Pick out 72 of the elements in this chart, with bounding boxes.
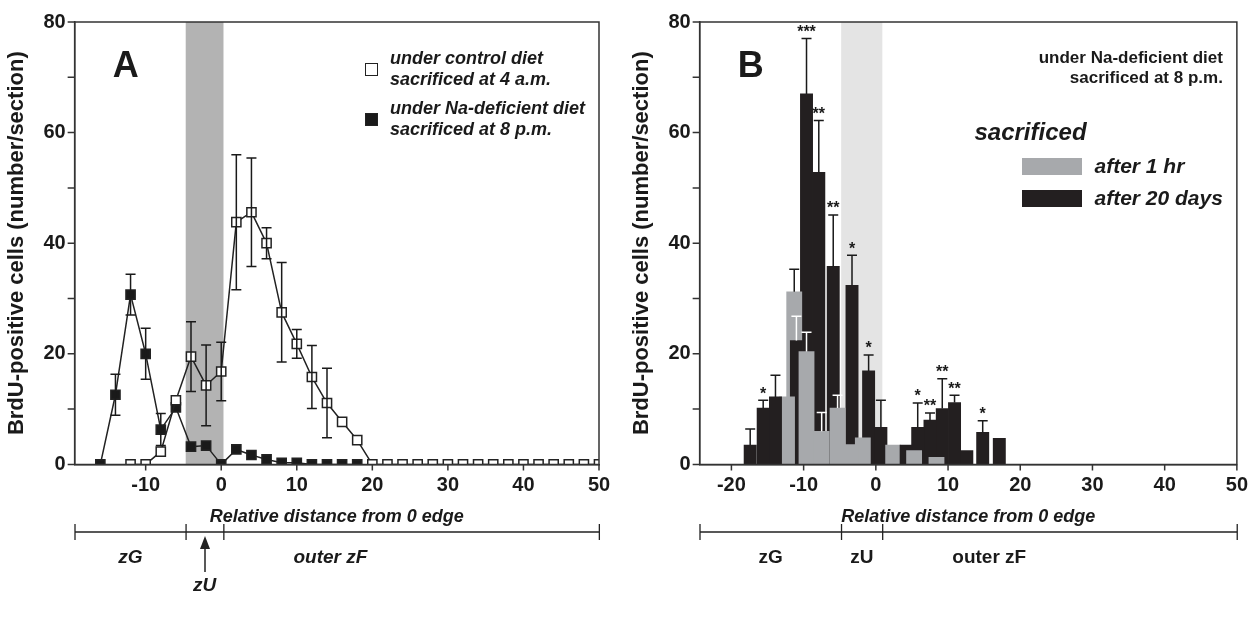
- y-tick-label: 0: [54, 451, 66, 474]
- point: [336, 416, 348, 428]
- bar: [992, 438, 1006, 465]
- annotation: B: [737, 44, 764, 86]
- point: [276, 306, 288, 318]
- x-axis-title: Relative distance from 0 edge: [841, 506, 1096, 527]
- x-tick-label: 30: [1081, 472, 1104, 495]
- bar: [906, 450, 923, 465]
- text: zU: [850, 546, 874, 569]
- legend-title: sacrificed: [974, 118, 1088, 146]
- annotation: *: [760, 384, 768, 402]
- x-tick-label: 20: [1009, 472, 1032, 495]
- point: [185, 441, 197, 453]
- point: [170, 394, 182, 406]
- x-tick-label: 20: [361, 472, 384, 495]
- x-tick-label: 10: [936, 472, 960, 495]
- point: [351, 434, 363, 446]
- annotation: *: [848, 239, 856, 257]
- annotation: under Na-deficient diet sacrificed at 8 p.m.: [1038, 48, 1223, 88]
- text: outer zF: [293, 546, 368, 569]
- y-tick-label: 80: [43, 9, 66, 32]
- x-tick-label: 40: [512, 472, 535, 495]
- point: [230, 216, 242, 228]
- text: outer zF: [952, 546, 1027, 569]
- text: zG: [118, 546, 143, 569]
- legend-label: under control diet sacrificed at 4 a.m.: [389, 48, 552, 90]
- annotation: *: [979, 405, 987, 423]
- x-tick-label: 50: [587, 472, 611, 495]
- text: zU: [193, 574, 217, 597]
- y-axis-title: BrdU-positive cells (number/section): [628, 51, 654, 436]
- y-tick-label: 40: [668, 230, 691, 253]
- y-axis-title: BrdU-positive cells (number/section): [3, 51, 29, 436]
- y-tick-label: 0: [679, 451, 691, 474]
- annotation: **: [923, 397, 937, 415]
- x-tick-label: 0: [215, 472, 227, 495]
- x-axis-title: Relative distance from 0 edge: [209, 506, 464, 527]
- y-tick-label: 20: [668, 341, 691, 364]
- point: [110, 389, 121, 401]
- text: zG: [758, 546, 783, 569]
- annotation: ***: [797, 23, 817, 40]
- x-tick-label: -20: [716, 472, 746, 495]
- y-tick-label: 20: [43, 341, 66, 364]
- x-tick-label: 30: [436, 472, 460, 495]
- point: [155, 446, 167, 458]
- point: [230, 444, 242, 455]
- x-tick-label: 0: [870, 472, 882, 495]
- annotation: *: [914, 387, 922, 405]
- legend-label: after 20 days: [1094, 186, 1223, 210]
- annotation: *: [865, 339, 873, 357]
- annotation: A: [112, 44, 139, 86]
- annotation: **: [948, 379, 962, 397]
- y-tick-label: 80: [668, 9, 691, 32]
- point: [140, 348, 152, 360]
- x-tick-label: 10: [285, 472, 308, 495]
- y-tick-label: 40: [43, 230, 66, 253]
- bar: [885, 444, 902, 465]
- x-tick-label: -10: [789, 472, 819, 495]
- legend-label: after 1 hr: [1094, 154, 1185, 178]
- y-tick-label: 60: [668, 120, 691, 143]
- point: [125, 289, 136, 300]
- point: [246, 449, 257, 461]
- annotation: **: [936, 363, 950, 381]
- point: [261, 454, 272, 465]
- legend-label: under Na-deficient diet sacrificed at 8 p.m.: [389, 98, 585, 140]
- point: [261, 237, 272, 249]
- point: [246, 206, 257, 218]
- point: [200, 440, 212, 451]
- x-tick-label: 40: [1153, 472, 1176, 495]
- annotation: **: [827, 199, 841, 217]
- x-tick-label: -10: [131, 472, 161, 495]
- x-tick-label: 50: [1225, 472, 1248, 495]
- y-tick-label: 60: [43, 120, 66, 143]
